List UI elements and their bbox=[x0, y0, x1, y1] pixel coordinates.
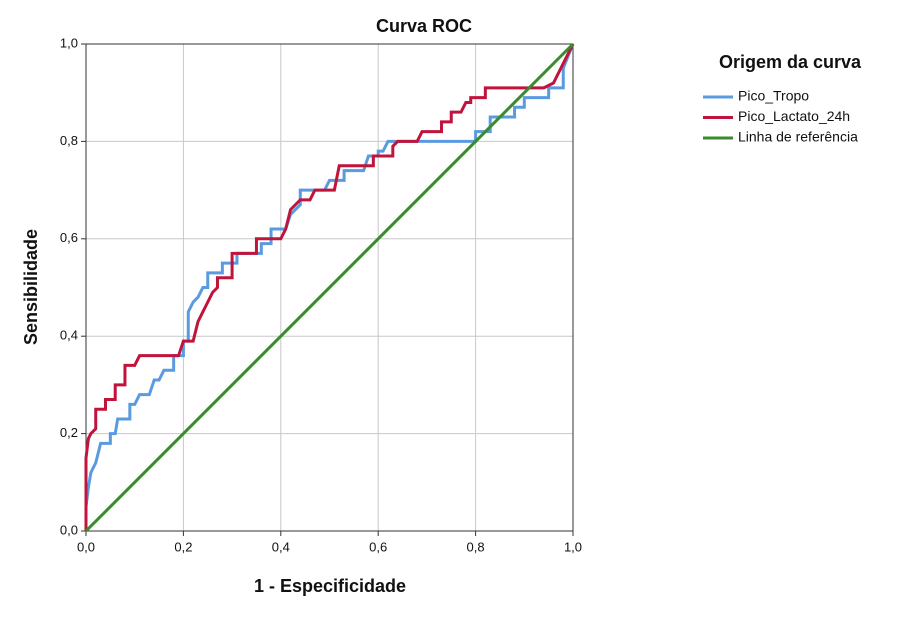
y-tick-label: 0,0 bbox=[60, 522, 78, 537]
x-tick-label: 0,8 bbox=[467, 539, 485, 554]
x-tick-label: 0,2 bbox=[174, 539, 192, 554]
y-tick-label: 1,0 bbox=[60, 35, 78, 50]
plot-frame bbox=[85, 43, 574, 532]
roc-line bbox=[84, 42, 575, 533]
x-tick-label: 0,6 bbox=[369, 539, 387, 554]
legend-label: Pico_Lactato_24h bbox=[738, 108, 850, 124]
chart-title: Curva ROC bbox=[376, 16, 472, 36]
x-tick-label: 0,0 bbox=[77, 539, 95, 554]
legend-label: Linha de referência bbox=[738, 129, 858, 145]
x-tick-label: 1,0 bbox=[564, 539, 582, 554]
y-tick-label: 0,8 bbox=[60, 133, 78, 148]
y-tick-label: 0,2 bbox=[60, 425, 78, 440]
roc-line bbox=[84, 43, 575, 531]
y-axis-label: Sensibilidade bbox=[21, 229, 41, 345]
y-tick-label: 0,4 bbox=[60, 328, 78, 343]
roc-line bbox=[84, 43, 575, 531]
legend-label: Pico_Tropo bbox=[738, 88, 809, 104]
y-tick-label: 0,6 bbox=[60, 230, 78, 245]
x-tick-label: 0,4 bbox=[272, 539, 290, 554]
x-axis-label: 1 - Especificidade bbox=[254, 576, 406, 596]
legend-title: Origem da curva bbox=[719, 52, 862, 72]
